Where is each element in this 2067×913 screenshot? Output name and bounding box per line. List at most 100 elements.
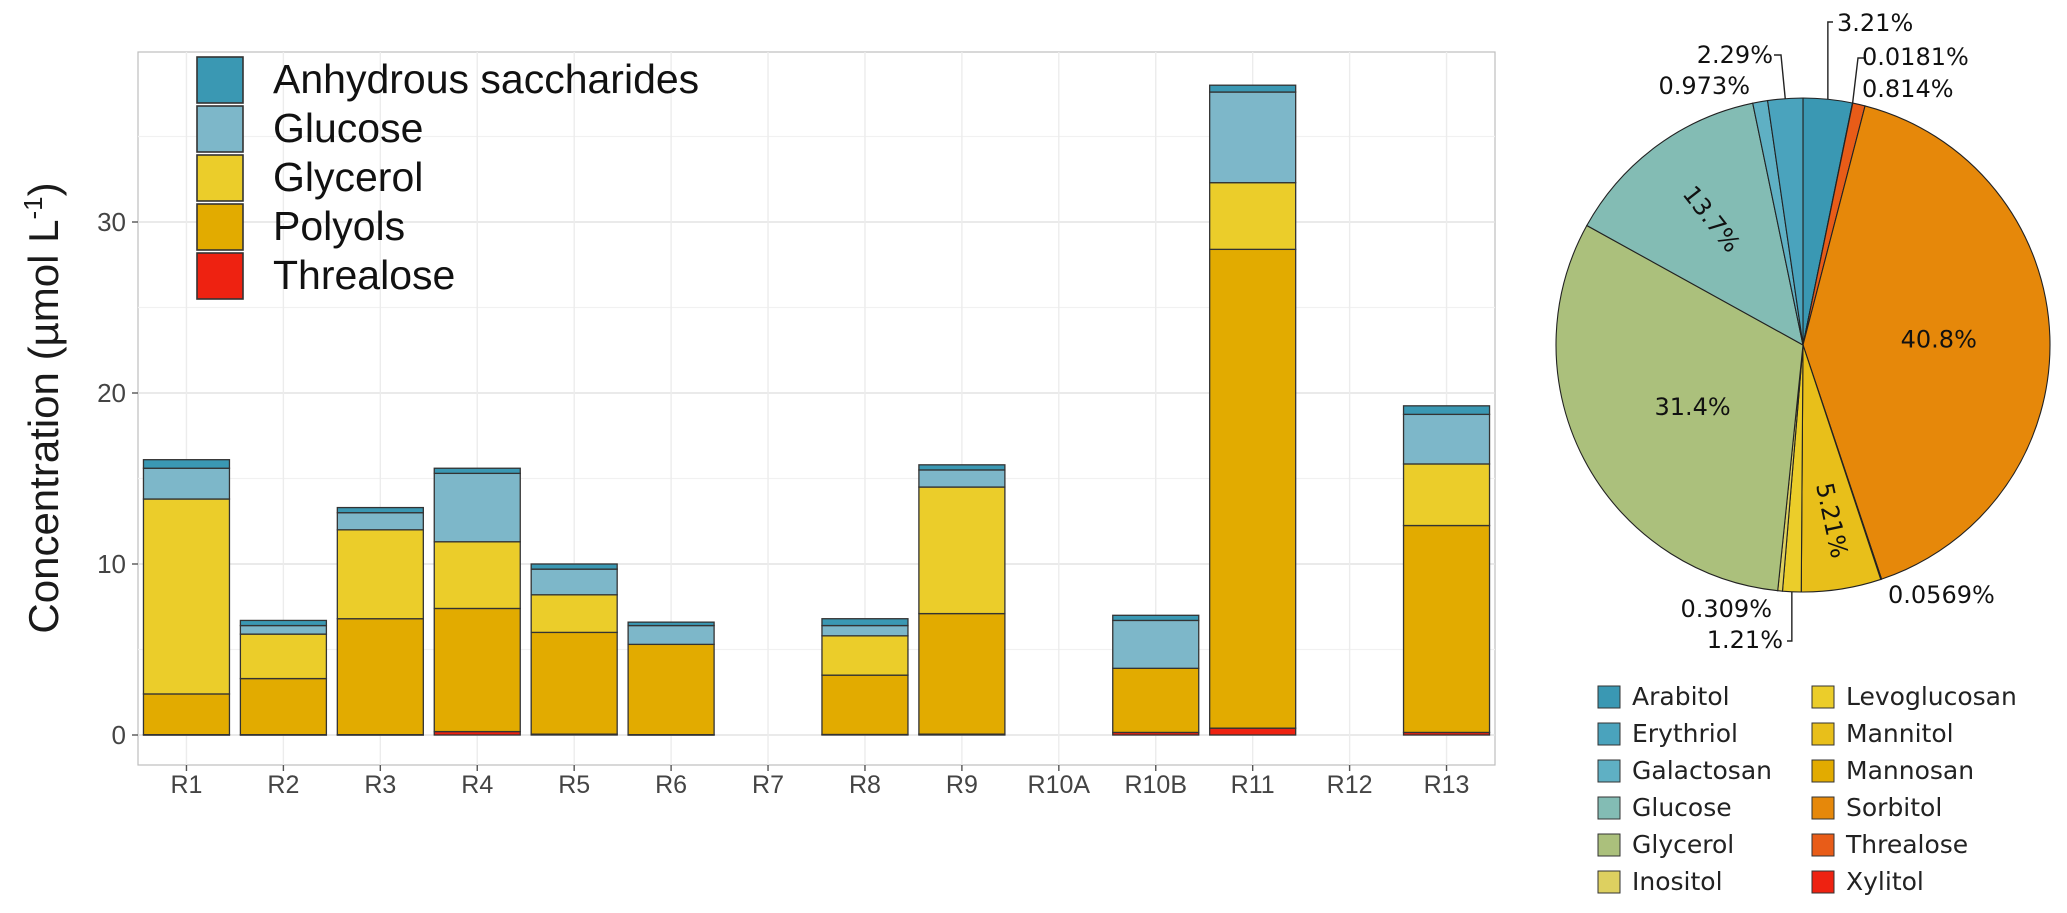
bar-segment-polyols bbox=[142, 693, 231, 736]
pie-legend: Arabitol Erythriol Galactosan Glucose Glycer… bbox=[1597, 682, 2017, 896]
bar-segment-anhydrous-saccharides bbox=[918, 464, 1006, 471]
pie-value-label: 0.309% bbox=[1680, 595, 1772, 623]
bar-segment-anhydrous-saccharides bbox=[336, 506, 424, 514]
bar-segment-glucose bbox=[1112, 619, 1200, 669]
bar-legend-swatch-threalose bbox=[196, 252, 244, 300]
bar-legend-label-glycerol: Glycerol bbox=[273, 154, 423, 200]
bar-segment-glycerol bbox=[1402, 463, 1491, 527]
bar-segment-glucose bbox=[433, 472, 521, 543]
pie-legend-label-mannosan: Mannosan bbox=[1846, 756, 1974, 785]
pie-value-label: 0.973% bbox=[1658, 72, 1750, 100]
bar-segment-glycerol bbox=[239, 633, 328, 680]
x-tick-label: R6 bbox=[655, 771, 687, 799]
bar-segment-anhydrous-saccharides bbox=[142, 459, 231, 469]
x-axis-ticks: R1 R2 R3 R4 R5 R6 R7 R8 R9 R10A R10B R11 R12 R13 bbox=[170, 765, 1469, 799]
pie-legend-swatch-mannitol bbox=[1811, 722, 1835, 746]
pie-slice-glucose bbox=[1586, 102, 1804, 347]
pie-legend-swatch-inositol bbox=[1597, 870, 1621, 894]
bar-stack-r4 bbox=[433, 467, 521, 736]
bar-stacks bbox=[142, 84, 1491, 736]
x-tick-label: R1 bbox=[170, 771, 202, 799]
bar-segment-glucose bbox=[336, 512, 424, 531]
pie-legend-label-galactosan: Galactosan bbox=[1632, 756, 1772, 785]
pie-legend-swatch-threalose bbox=[1811, 833, 1835, 857]
bar-segment-anhydrous-saccharides bbox=[530, 563, 618, 570]
pie-value-label: 0.0569% bbox=[1888, 581, 1995, 609]
y-axis-ticks: 0 10 20 30 bbox=[97, 207, 138, 750]
pie-legend-label-inositol: Inositol bbox=[1632, 867, 1723, 896]
bar-segment-anhydrous-saccharides bbox=[627, 621, 715, 627]
bar-segment-polyols bbox=[336, 618, 424, 736]
y-axis-label: Concentration (µmol L-1) bbox=[18, 182, 67, 633]
bar-segment-polyols bbox=[1402, 524, 1491, 734]
bar-segment-glucose bbox=[239, 624, 328, 635]
bar-segment-glucose bbox=[530, 568, 618, 596]
bar-segment-anhydrous-saccharides bbox=[821, 618, 909, 627]
bar-legend-label-anhydrous-saccharides: Anhydrous saccharides bbox=[273, 56, 699, 102]
bar-segment-glycerol bbox=[433, 541, 521, 610]
pie-value-label: 0.814% bbox=[1862, 75, 1954, 103]
x-tick-label: R10A bbox=[1028, 771, 1091, 799]
pie-slice-glycerol bbox=[1555, 224, 1804, 592]
pie-legend-label-levoglucosan: Levoglucosan bbox=[1846, 682, 2017, 711]
bar-segment-anhydrous-saccharides bbox=[1112, 614, 1200, 622]
bar-stack-r3 bbox=[336, 506, 424, 736]
pie-value-label: 1.21% bbox=[1707, 626, 1783, 654]
bar-segment-anhydrous-saccharides bbox=[433, 467, 521, 475]
bar-stack-r1 bbox=[142, 459, 231, 736]
pie-legend-label-arabitol: Arabitol bbox=[1632, 682, 1730, 711]
pie-slices bbox=[1555, 97, 2051, 593]
bar-segment-polyols bbox=[627, 643, 715, 736]
bar-segment-glucose bbox=[1402, 413, 1491, 465]
bar-legend-label-polyols: Polyols bbox=[273, 203, 405, 249]
bar-segment-polyols bbox=[530, 631, 618, 735]
bar-segment-polyols bbox=[1112, 667, 1200, 734]
x-tick-label: R11 bbox=[1231, 771, 1275, 799]
stacked-bar-chart: 0 10 20 30 R1 R2 R3 R4 R5 R6 R7 R8 R9 R10A R10B R11 R12… bbox=[18, 51, 1496, 799]
bar-segment-glycerol bbox=[821, 635, 909, 676]
pie-leader-line bbox=[1774, 54, 1786, 99]
x-tick-label: R7 bbox=[752, 771, 784, 799]
pie-legend-swatch-glycerol bbox=[1597, 833, 1621, 857]
bar-segment-glycerol bbox=[142, 498, 231, 695]
x-tick-label: R3 bbox=[364, 771, 396, 799]
bar-segment-polyols bbox=[239, 677, 328, 736]
pie-legend-swatch-levoglucosan bbox=[1811, 685, 1835, 709]
pie-legend-label-sorbitol: Sorbitol bbox=[1846, 793, 1942, 822]
pie-value-label: 0.0181% bbox=[1862, 43, 1969, 71]
pie-legend-label-erythriol: Erythriol bbox=[1632, 719, 1738, 748]
bar-segment-glycerol bbox=[1209, 182, 1297, 251]
bar-stack-r10b bbox=[1112, 614, 1200, 736]
bar-stack-r13 bbox=[1402, 405, 1491, 736]
bar-segment-glucose bbox=[142, 467, 231, 500]
pie-leader-line bbox=[1787, 591, 1793, 642]
pie-legend-label-xylitol: Xylitol bbox=[1846, 867, 1924, 896]
x-tick-label: R2 bbox=[267, 771, 299, 799]
bar-stack-r6 bbox=[627, 621, 715, 736]
bar-segment-glucose bbox=[821, 624, 909, 637]
bar-segment-anhydrous-saccharides bbox=[1402, 405, 1491, 416]
bar-legend-swatch-glycerol bbox=[196, 154, 244, 202]
y-tick-label: 20 bbox=[97, 378, 126, 408]
bar-segment-glucose bbox=[627, 624, 715, 646]
bar-stack-r9 bbox=[918, 464, 1006, 736]
bar-segment-glycerol bbox=[918, 486, 1006, 615]
bar-legend-swatch-anhydrous-saccharides bbox=[196, 56, 244, 104]
bar-segment-glycerol bbox=[530, 594, 618, 634]
bar-segment-glycerol bbox=[336, 529, 424, 620]
pie-legend-swatch-mannosan bbox=[1811, 759, 1835, 783]
bar-segment-threalose bbox=[1209, 727, 1297, 736]
bar-segment-polyols bbox=[918, 612, 1006, 735]
pie-legend-label-threalose: Threalose bbox=[1845, 830, 1968, 859]
y-tick-label: 10 bbox=[97, 549, 126, 579]
bar-stack-r2 bbox=[239, 619, 328, 736]
x-tick-label: R5 bbox=[558, 771, 590, 799]
pie-chart: 40.8%31.4%13.7%5.21%3.21%0.0181%0.814%2.… bbox=[1555, 9, 2051, 896]
pie-legend-swatch-glucose bbox=[1597, 796, 1621, 820]
y-tick-label: 30 bbox=[97, 207, 126, 237]
pie-leader-line bbox=[1827, 21, 1833, 100]
pie-legend-swatch-arabitol bbox=[1597, 685, 1621, 709]
pie-legend-label-glycerol: Glycerol bbox=[1632, 830, 1734, 859]
bar-legend-swatch-polyols bbox=[196, 203, 244, 251]
